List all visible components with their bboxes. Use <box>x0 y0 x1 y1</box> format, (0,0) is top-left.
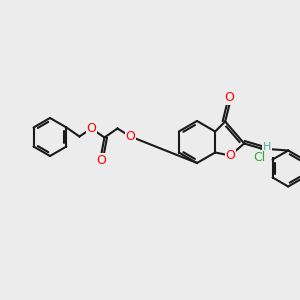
Text: O: O <box>224 91 234 104</box>
Text: O: O <box>86 122 96 135</box>
Text: H: H <box>263 142 272 152</box>
Text: O: O <box>225 149 235 162</box>
Text: O: O <box>97 154 106 167</box>
Text: Cl: Cl <box>254 151 266 164</box>
Text: O: O <box>125 130 135 143</box>
